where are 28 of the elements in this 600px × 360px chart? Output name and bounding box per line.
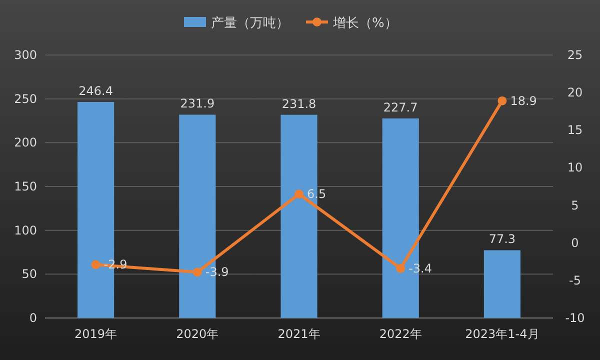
- data-label: 18.9: [510, 94, 537, 108]
- legend-label: 增长（%）: [332, 16, 398, 31]
- y2-tick-label: -5: [569, 273, 581, 288]
- data-label: 246.4: [78, 84, 113, 98]
- x-tick-label: 2023年1-4月: [465, 327, 540, 341]
- y2-tick-label: 15: [567, 123, 583, 138]
- y-tick-label: 300: [14, 48, 37, 62]
- legend-label: 产量（万吨）: [211, 16, 289, 31]
- x-tick-label: 2019年: [74, 327, 118, 341]
- data-label: 231.9: [180, 96, 215, 111]
- y-tick-label: 0: [29, 311, 37, 325]
- data-label: 231.8: [282, 96, 316, 111]
- y-tick-label: 150: [14, 180, 37, 194]
- y2-tick-label: 10: [567, 160, 583, 175]
- x-tick-label: 2020年: [176, 327, 219, 341]
- y-tick-label: 50: [22, 267, 37, 282]
- x-tick-label: 2021年: [278, 327, 320, 341]
- x-tick-label: 2022年: [379, 327, 422, 341]
- y2-tick-label: 0: [571, 236, 579, 250]
- y2-tick-label: 25: [567, 48, 583, 62]
- y-tick-label: 100: [14, 223, 37, 238]
- y-tick-label: 200: [14, 136, 37, 150]
- y2-tick-label: -10: [565, 311, 585, 325]
- y2-tick-label: 20: [567, 86, 583, 100]
- y2-tick-label: 5: [571, 198, 579, 212]
- data-label: 77.3: [488, 232, 516, 246]
- y-tick-label: 250: [14, 92, 37, 106]
- data-label: 227.7: [383, 100, 418, 114]
